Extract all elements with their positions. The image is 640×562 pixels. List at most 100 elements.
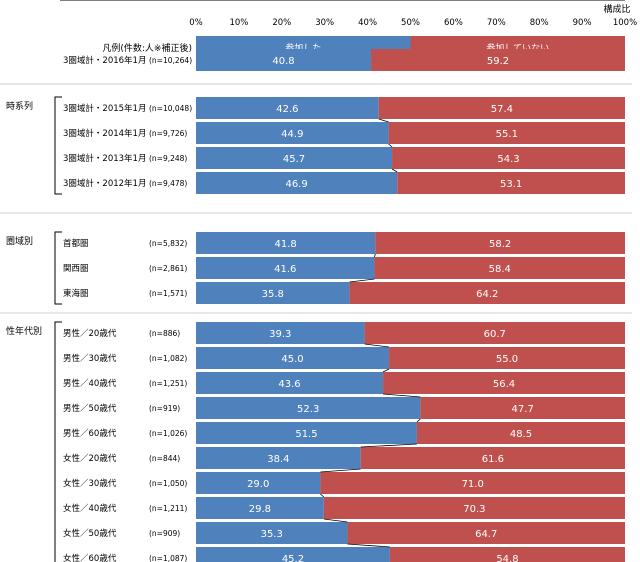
bar-not-participated [320,472,625,494]
value-label-participated: 45.7 [283,154,305,165]
value-label-not-participated: 64.7 [475,529,497,540]
row-label: 女性／30歳代 [63,478,117,489]
row-label: 女性／50歳代 [63,528,117,539]
connector-line [383,393,421,398]
group-label: 圏域別 [6,235,33,247]
bar-participated [196,232,376,254]
row-n-count: (n=886) [149,329,180,338]
value-label-not-participated: 70.3 [463,504,485,515]
row-n-count: (n=1,211) [149,504,187,513]
row-n-count: (n=909) [149,529,180,538]
value-label-participated: 35.3 [261,529,283,540]
legend-row-label: 凡例(件数:人※補正後) [102,42,192,54]
row-label: 東海圏 [63,288,89,299]
value-label-participated: 29.8 [249,504,271,515]
bar-not-participated [371,49,625,71]
x-tick-label: 90% [573,18,592,28]
value-label-not-participated: 71.0 [462,479,484,490]
value-label-participated: 51.5 [295,429,317,440]
x-tick-label: 10% [229,18,248,28]
bar-not-participated [364,322,625,344]
value-label-not-participated: 55.0 [496,354,518,365]
group-bracket [54,321,62,562]
connector-line [323,518,348,523]
bar-participated [196,257,375,279]
bar-not-participated [420,397,625,419]
row-label: 3圏域計・2012年1月 [63,178,146,189]
value-label-participated: 42.6 [276,104,298,115]
connector-line [364,343,390,348]
bars: 凡例(件数:人※補正後)参加した参加していない40.859.23圏域計・2016… [63,36,625,562]
x-tick-label: 20% [272,18,291,28]
bar-not-participated [360,447,625,469]
x-axis: 0% 10% 20% 30% 40% 50% 60% 70% 80% 90% 100% [189,18,637,28]
value-label-not-participated: 57.4 [491,104,513,115]
row-n-count: (n=9,726) [149,129,187,138]
connector-line [391,168,398,173]
x-tick-label: 30% [315,18,334,28]
bar-not-participated [374,257,625,279]
row-label: 3圏域計・2014年1月 [63,128,146,139]
row-n-count: (n=9,248) [149,154,187,163]
bar-participated [196,49,372,71]
bar-participated [196,97,379,119]
bar-not-participated [347,522,625,544]
value-label-participated: 45.2 [282,554,304,562]
row-n-count: (n=1,050) [149,479,187,488]
connector-line [347,543,390,548]
row-n-count: (n=10,048) [149,104,192,113]
value-label-participated: 35.8 [262,289,284,300]
value-label-participated: 40.8 [272,56,294,67]
bar-participated [196,122,389,144]
bar-not-participated [397,172,625,194]
group-label: 時系列 [6,100,33,112]
value-label-not-participated: 58.2 [489,239,511,250]
bar-not-participated [416,422,625,444]
x-tick-label: 80% [530,18,549,28]
bar-not-participated [388,122,625,144]
row-label: 女性／40歳代 [63,503,117,514]
bar-not-participated [392,147,625,169]
x-tick-label: 70% [487,18,506,28]
value-label-not-participated: 64.2 [476,289,498,300]
value-label-participated: 41.6 [274,264,296,275]
bar-participated [196,547,390,562]
value-label-not-participated: 61.6 [482,454,504,465]
bar-participated [196,322,365,344]
row-n-count: (n=5,832) [149,239,187,248]
row-n-count: (n=1,251) [149,379,187,388]
bar-participated [196,522,348,544]
row-n-count: (n=10,264) [149,56,192,65]
group-bracket [54,96,62,195]
connector-line [388,143,393,148]
connector-line [374,253,376,258]
row-label: 女性／20歳代 [63,453,117,464]
value-label-participated: 39.3 [269,329,291,340]
value-label-not-participated: 59.2 [487,56,509,67]
value-label-not-participated: 54.8 [496,554,518,562]
value-label-not-participated: 48.5 [510,429,532,440]
bar-participated [196,282,350,304]
value-label-participated: 45.0 [281,354,303,365]
x-tick-label: 100% [613,18,637,28]
value-label-not-participated: 56.4 [493,379,515,390]
row-label: 男性／50歳代 [63,403,117,414]
row-label: 3圏域計・2015年1月 [63,103,146,114]
row-n-count: (n=9,478) [149,179,187,188]
bar-participated [196,147,393,169]
row-label: 男性／30歳代 [63,353,117,364]
connector-line [378,118,389,123]
x-tick-label: 40% [358,18,377,28]
connector-line [320,468,361,473]
row-n-count: (n=919) [149,404,180,413]
unit-label: 構成比 [603,3,630,15]
bar-not-participated [389,547,625,562]
value-label-participated: 43.6 [278,379,300,390]
value-label-not-participated: 47.7 [512,404,534,415]
bar-participated [196,422,417,444]
value-label-not-participated: 60.7 [484,329,506,340]
row-label: 首都圏 [63,238,89,249]
value-label-not-participated: 55.1 [496,129,518,140]
